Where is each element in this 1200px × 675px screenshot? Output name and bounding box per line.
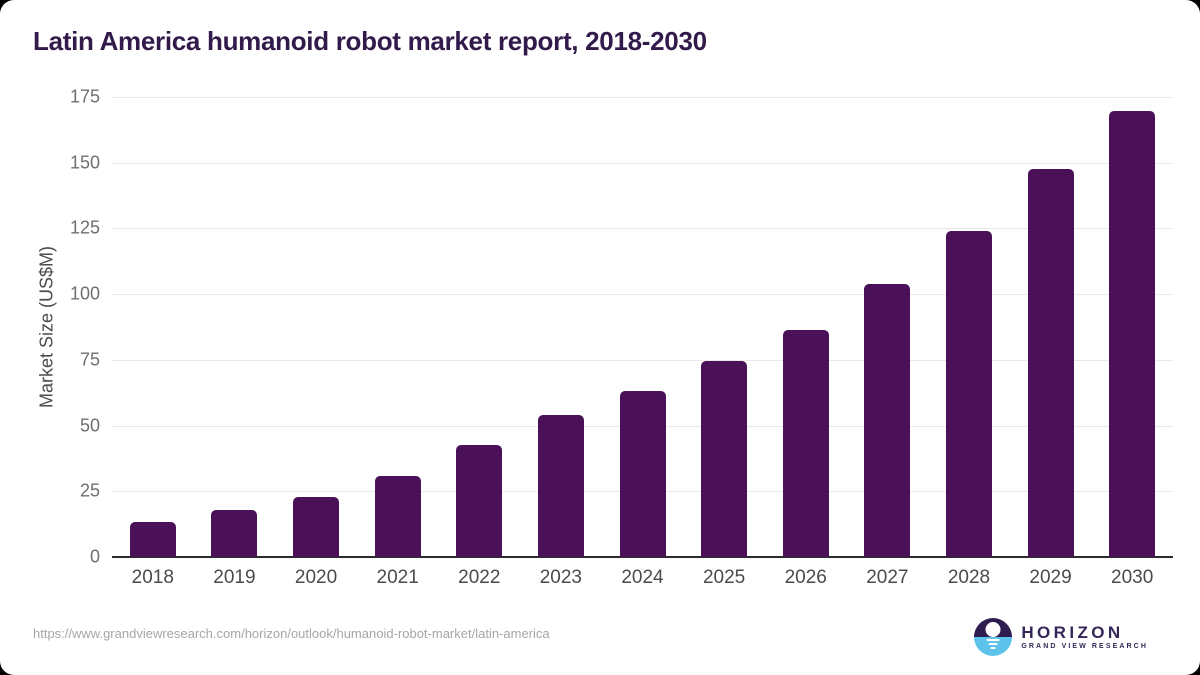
y-tick-label-0: 0 — [89, 546, 100, 567]
y-axis-tick-labels: 0 25 50 75 100 125 150 175 — [0, 87, 100, 567]
gridline-150 — [112, 162, 1173, 164]
bar-2028 — [945, 231, 992, 557]
bar-2027 — [864, 283, 911, 557]
bar-2018 — [129, 521, 176, 557]
logo-sea-shape — [974, 637, 1013, 656]
x-tick-label-2025: 2025 — [702, 567, 746, 588]
x-tick-label-2030: 2030 — [1111, 567, 1154, 588]
gridline-175 — [112, 97, 1173, 98]
logo-text: HORIZON GRAND VIEW RESEARCH — [1021, 622, 1148, 651]
y-tick-label-125: 125 — [69, 217, 100, 238]
logo-reflection-line — [988, 642, 998, 646]
gridline-100 — [112, 294, 1173, 296]
x-tick-label-2026: 2026 — [784, 567, 827, 588]
x-tick-label-2020: 2020 — [294, 567, 338, 588]
y-tick-label-175: 175 — [69, 86, 100, 107]
logo-title: HORIZON — [1021, 622, 1124, 642]
bar-2024 — [619, 391, 666, 557]
horizon-logo-icon — [974, 618, 1013, 656]
y-tick-label-75: 75 — [79, 349, 100, 370]
source-url-link[interactable]: https://www.grandviewresearch.com/horizo… — [33, 626, 550, 641]
bar-2022 — [456, 445, 503, 557]
x-tick-label-2027: 2027 — [866, 567, 909, 588]
x-tick-label-2022: 2022 — [458, 567, 501, 588]
x-tick-label-2021: 2021 — [376, 567, 419, 588]
y-tick-label-50: 50 — [79, 415, 100, 436]
x-axis-line — [112, 556, 1173, 558]
horizon-logo: HORIZON GRAND VIEW RESEARCH — [974, 618, 1148, 656]
page-title: Latin America humanoid robot market repo… — [33, 26, 707, 56]
logo-sun-icon — [985, 622, 1001, 637]
bar-2029 — [1027, 169, 1074, 557]
x-tick-label-2023: 2023 — [539, 567, 583, 588]
x-tick-label-2028: 2028 — [947, 567, 991, 588]
y-tick-label-25: 25 — [79, 480, 100, 501]
logo-subtitle: GRAND VIEW RESEARCH — [1021, 643, 1148, 651]
y-tick-label-150: 150 — [69, 152, 100, 173]
bar-2025 — [701, 361, 748, 557]
bar-2026 — [782, 329, 829, 557]
x-axis-tick-labels: 2018 2019 2020 2021 2022 2023 2024 2025 2026 2027… — [112, 567, 1173, 595]
logo-reflection-line — [986, 638, 1000, 642]
bar-2023 — [537, 415, 584, 557]
bar-2019 — [211, 509, 258, 557]
x-tick-label-2029: 2029 — [1029, 567, 1072, 588]
gridline-75 — [112, 359, 1173, 361]
logo-reflection-line — [990, 646, 996, 649]
x-tick-label-2018: 2018 — [131, 567, 174, 588]
y-tick-label-100: 100 — [69, 283, 100, 304]
bar-2021 — [374, 475, 421, 557]
plot-area — [112, 97, 1173, 558]
x-tick-label-2019: 2019 — [213, 567, 256, 588]
bar-2030 — [1109, 111, 1156, 557]
gridline-125 — [112, 228, 1173, 230]
x-tick-label-2024: 2024 — [621, 567, 664, 588]
bar-2020 — [293, 496, 340, 557]
